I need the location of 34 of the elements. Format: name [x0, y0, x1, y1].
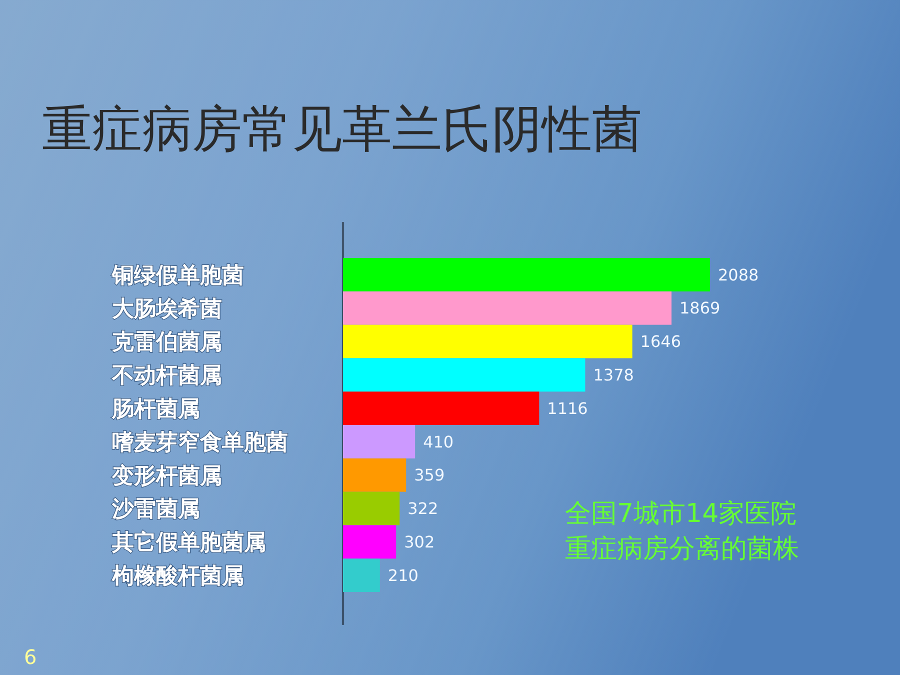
annotation: 重症病房分离的菌株	[565, 534, 799, 564]
chart-title: 重症病房常见革兰氏阴性菌	[42, 100, 642, 158]
y-tick-label: 变形杆菌属	[111, 462, 222, 489]
data-label: 302	[404, 532, 435, 552]
bar	[343, 392, 540, 425]
y-tick-label: 铜绿假单胞菌	[111, 263, 244, 288]
y-tick-label: 沙雷菌属	[111, 497, 200, 522]
bar	[343, 492, 400, 526]
annotation: 全国7城市14家医院	[565, 499, 797, 529]
bar	[343, 458, 406, 492]
data-label: 1116	[547, 398, 588, 418]
y-tick-label: 肠杆菌属	[111, 397, 200, 422]
data-label: 1869	[680, 298, 720, 318]
bar	[343, 324, 632, 358]
y-tick-label: 克雷伯菌属	[111, 330, 222, 356]
data-label: 410	[423, 432, 454, 452]
bar	[343, 425, 416, 458]
data-label: 1646	[640, 332, 682, 352]
y-tick-label: 不动杆菌属	[111, 364, 222, 389]
bar	[343, 558, 380, 592]
data-label: 359	[414, 466, 445, 485]
bar	[343, 291, 672, 325]
bar	[343, 258, 710, 292]
data-label: 1378	[593, 366, 634, 384]
data-label: 2088	[718, 265, 759, 284]
y-tick-label: 枸橼酸杆菌属	[111, 564, 244, 589]
data-label: 210	[388, 566, 418, 585]
y-tick-label: 嗜麦芽窄食单胞菌	[112, 429, 288, 456]
y-tick-label: 大肠埃希菌	[112, 296, 222, 322]
data-label: 322	[408, 499, 438, 518]
bar	[343, 525, 396, 559]
y-tick-label: 其它假单胞菌属	[111, 530, 266, 556]
text: 6	[24, 645, 37, 669]
bar	[343, 358, 586, 392]
